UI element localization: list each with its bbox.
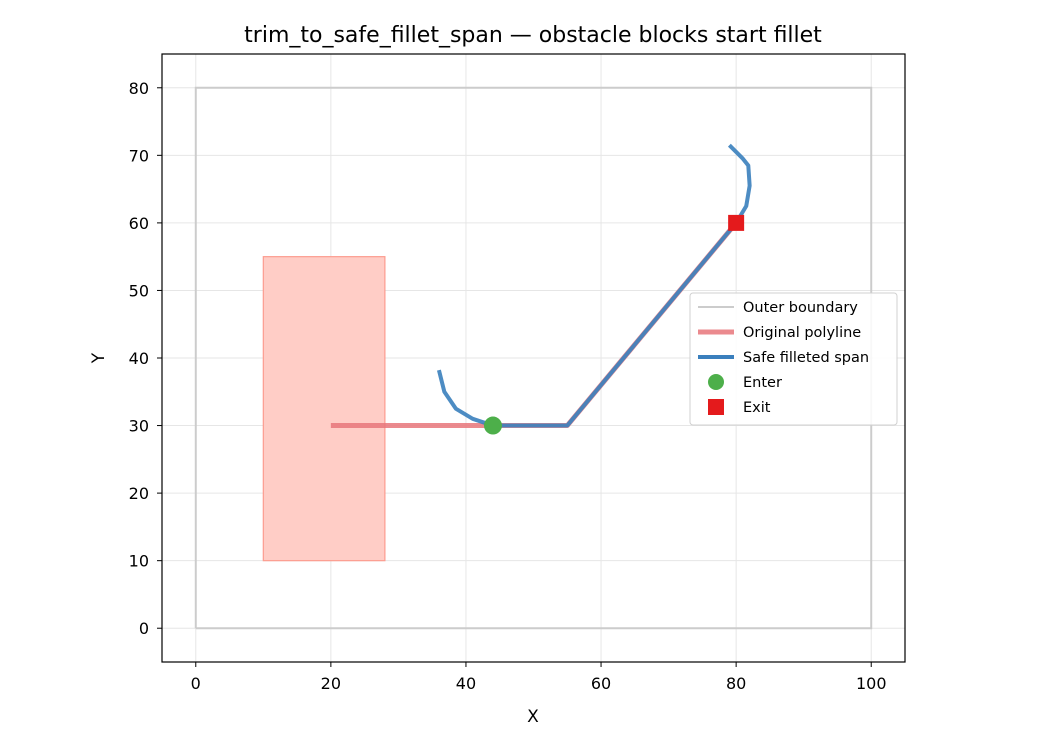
series-layer bbox=[194, 86, 873, 630]
x-axis-label: X bbox=[527, 707, 539, 727]
x-tick-label: 40 bbox=[456, 674, 476, 693]
y-tick-label: 20 bbox=[129, 484, 149, 503]
y-tick-label: 40 bbox=[129, 349, 149, 368]
y-tick-label: 0 bbox=[139, 619, 149, 638]
series-safe-filleted-span bbox=[436, 143, 752, 428]
y-tick-label: 60 bbox=[129, 214, 149, 233]
y-tick-label: 30 bbox=[129, 417, 149, 436]
y-tick-label: 10 bbox=[129, 552, 149, 571]
y-axis-label: Y bbox=[89, 352, 109, 364]
exit-marker bbox=[728, 214, 745, 231]
enter-marker bbox=[483, 416, 502, 435]
legend-label: Safe filleted span bbox=[743, 350, 869, 366]
x-tick-label: 60 bbox=[591, 674, 611, 693]
series-outer-boundary bbox=[194, 86, 873, 630]
legend-label: Exit bbox=[743, 400, 771, 416]
legend-handle-exit bbox=[708, 399, 724, 415]
x-tick-label: 20 bbox=[321, 674, 341, 693]
y-tick-label: 80 bbox=[129, 79, 149, 98]
x-tick-label: 100 bbox=[856, 674, 887, 693]
obstacle-rect bbox=[262, 256, 386, 562]
chart-title: trim_to_safe_fillet_span — obstacle bloc… bbox=[244, 23, 822, 48]
y-tick-label: 70 bbox=[129, 146, 149, 165]
ticks: 0 20 40 60 80 100 0 10 20 30 40 50 60 70 80 bbox=[129, 79, 887, 693]
legend-label: Outer boundary bbox=[743, 300, 858, 316]
obstacle-layer bbox=[262, 256, 386, 562]
x-tick-label: 0 bbox=[191, 674, 201, 693]
legend-box bbox=[689, 292, 898, 426]
legend-label: Enter bbox=[743, 375, 782, 391]
x-tick-label: 80 bbox=[726, 674, 746, 693]
legend-handle-enter bbox=[708, 374, 724, 390]
legend-label: Original polyline bbox=[743, 325, 861, 341]
y-tick-label: 50 bbox=[129, 281, 149, 300]
legend: Outer boundary Original polyline Safe fill… bbox=[689, 292, 898, 426]
